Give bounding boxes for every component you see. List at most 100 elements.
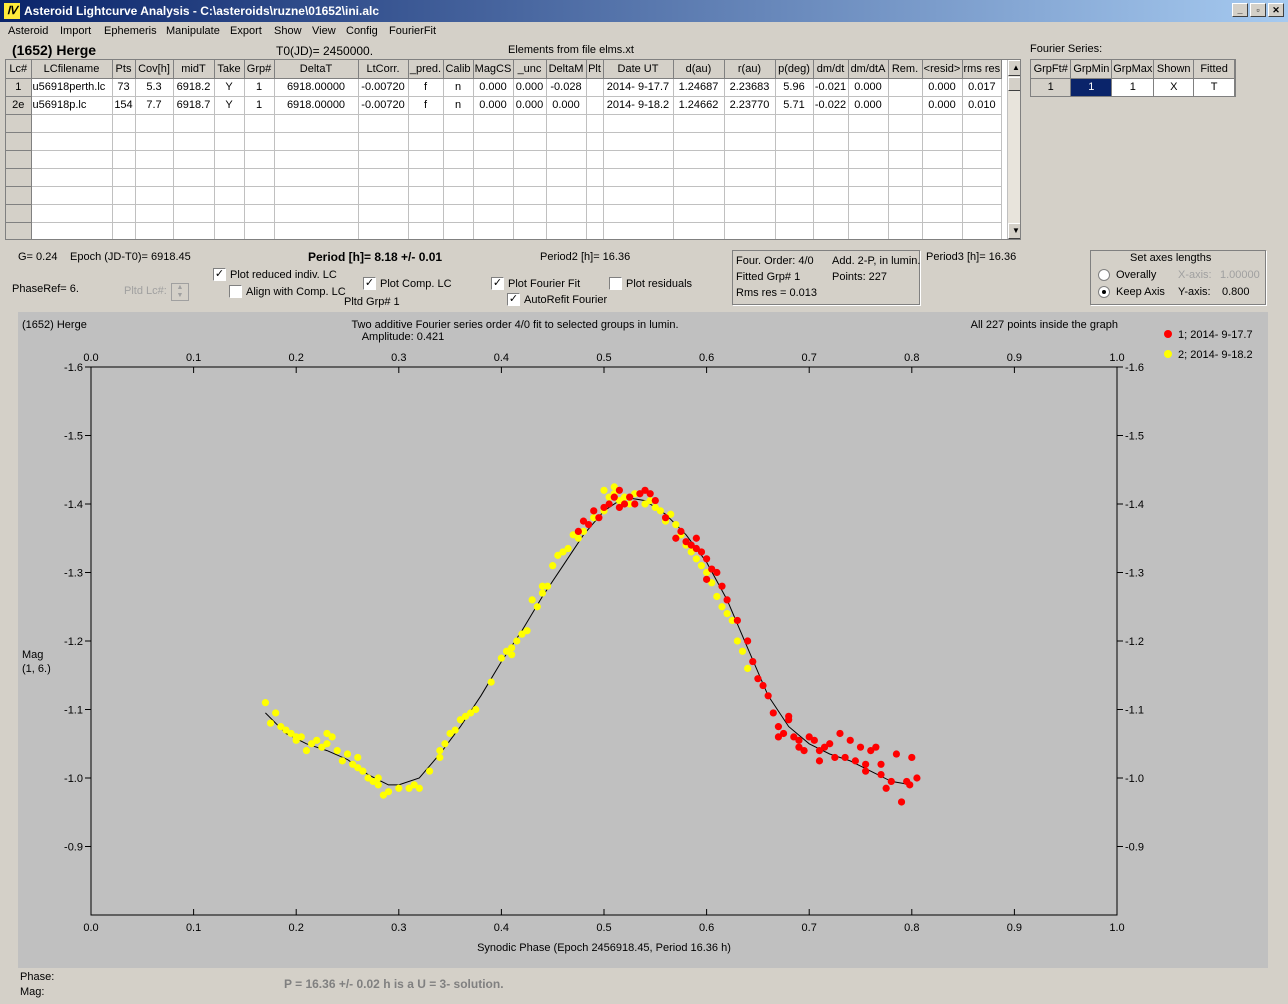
table-cell[interactable] xyxy=(673,114,725,133)
scroll-up-arrow-icon[interactable]: ▲ xyxy=(1008,60,1020,76)
table-cell[interactable] xyxy=(546,186,587,205)
table-cell[interactable] xyxy=(848,186,889,205)
row-header-cell[interactable]: 2e xyxy=(6,96,32,115)
fourier-col-header[interactable]: Fitted xyxy=(1193,60,1235,79)
table-cell[interactable] xyxy=(244,168,275,187)
table-cell[interactable]: 6918.00000 xyxy=(274,96,359,115)
table-cell[interactable] xyxy=(546,150,587,169)
table-cell[interactable] xyxy=(513,150,547,169)
table-cell[interactable] xyxy=(603,114,674,133)
table-cell[interactable] xyxy=(443,168,474,187)
table-cell[interactable] xyxy=(31,186,113,205)
table-cell[interactable] xyxy=(358,168,409,187)
table-cell[interactable] xyxy=(888,186,923,205)
table-cell[interactable] xyxy=(358,132,409,151)
table-cell[interactable] xyxy=(443,114,474,133)
fourier-col-header[interactable]: GrpMin xyxy=(1070,60,1113,79)
table-cell[interactable]: Y xyxy=(214,96,245,115)
table-cell[interactable] xyxy=(473,204,514,223)
table-cell[interactable]: -0.021 xyxy=(813,78,849,97)
table-cell[interactable] xyxy=(922,114,963,133)
table-cell[interactable]: 1.24662 xyxy=(673,96,725,115)
table-cell[interactable] xyxy=(922,222,963,239)
table-scrollbar[interactable]: ▲ ▼ xyxy=(1007,60,1020,239)
menu-view[interactable]: View xyxy=(312,25,336,37)
table-cell[interactable] xyxy=(112,114,136,133)
table-cell[interactable] xyxy=(135,150,174,169)
pltd-lc-spinner[interactable]: ▲ ▼ xyxy=(171,283,189,301)
table-cell[interactable] xyxy=(408,186,444,205)
table-col-header[interactable]: Plt xyxy=(586,60,604,79)
menu-show[interactable]: Show xyxy=(274,25,302,37)
table-col-header[interactable]: Take xyxy=(214,60,245,79)
table-cell[interactable]: 0.000 xyxy=(513,78,547,97)
fourier-cell[interactable]: T xyxy=(1193,78,1235,97)
table-cell[interactable] xyxy=(173,132,215,151)
table-cell[interactable] xyxy=(586,114,604,133)
table-cell[interactable] xyxy=(274,114,359,133)
table-cell[interactable] xyxy=(173,114,215,133)
table-cell[interactable] xyxy=(888,168,923,187)
table-col-header[interactable]: rms res xyxy=(962,60,1003,79)
fourier-col-header[interactable]: GrpFt# xyxy=(1031,60,1072,79)
table-cell[interactable]: 7.7 xyxy=(135,96,174,115)
overally-radio[interactable] xyxy=(1098,269,1110,281)
table-cell[interactable] xyxy=(214,150,245,169)
table-cell[interactable] xyxy=(673,186,725,205)
maximize-button[interactable]: ▫ xyxy=(1250,3,1266,17)
table-col-header[interactable]: MagCS xyxy=(473,60,514,79)
table-cell[interactable] xyxy=(274,204,359,223)
table-cell[interactable] xyxy=(673,168,725,187)
table-cell[interactable] xyxy=(962,114,1003,133)
table-cell[interactable] xyxy=(135,114,174,133)
table-cell[interactable] xyxy=(673,132,725,151)
table-cell[interactable] xyxy=(848,204,889,223)
menu-ephemeris[interactable]: Ephemeris xyxy=(104,25,157,37)
table-col-header[interactable]: <resid> xyxy=(922,60,963,79)
table-cell[interactable] xyxy=(546,132,587,151)
scroll-down-arrow-icon[interactable]: ▼ xyxy=(1008,223,1020,239)
table-col-header[interactable]: Rem. xyxy=(888,60,923,79)
table-cell[interactable] xyxy=(848,150,889,169)
table-cell[interactable] xyxy=(173,150,215,169)
table-cell[interactable] xyxy=(135,132,174,151)
table-col-header[interactable]: p(deg) xyxy=(775,60,814,79)
row-header-cell[interactable] xyxy=(6,114,32,133)
table-cell[interactable] xyxy=(848,132,889,151)
table-cell[interactable] xyxy=(586,150,604,169)
table-cell[interactable]: Y xyxy=(214,78,245,97)
table-cell[interactable]: 6918.00000 xyxy=(274,78,359,97)
table-cell[interactable] xyxy=(603,222,674,239)
table-cell[interactable] xyxy=(724,186,776,205)
fourier-cell-selected[interactable]: 1 xyxy=(1070,78,1113,97)
table-cell[interactable] xyxy=(244,222,275,239)
table-cell[interactable] xyxy=(724,114,776,133)
table-cell[interactable] xyxy=(244,114,275,133)
table-cell[interactable]: 5.3 xyxy=(135,78,174,97)
table-cell[interactable] xyxy=(244,186,275,205)
table-cell[interactable] xyxy=(922,204,963,223)
table-cell[interactable] xyxy=(173,222,215,239)
table-cell[interactable] xyxy=(173,186,215,205)
table-cell[interactable]: 2.23683 xyxy=(724,78,776,97)
table-cell[interactable] xyxy=(473,186,514,205)
table-cell[interactable] xyxy=(274,222,359,239)
table-row[interactable] xyxy=(6,150,1003,169)
table-cell[interactable] xyxy=(408,222,444,239)
table-cell[interactable] xyxy=(513,132,547,151)
row-header-cell[interactable] xyxy=(6,204,32,223)
table-cell[interactable]: 2.23770 xyxy=(724,96,776,115)
table-col-header[interactable]: Date UT xyxy=(603,60,674,79)
table-cell[interactable]: n xyxy=(443,96,474,115)
table-cell[interactable] xyxy=(603,150,674,169)
table-cell[interactable] xyxy=(274,150,359,169)
table-cell[interactable]: 0.000 xyxy=(513,96,547,115)
table-cell[interactable] xyxy=(214,222,245,239)
table-col-header[interactable]: _unc xyxy=(513,60,547,79)
table-cell[interactable] xyxy=(513,222,547,239)
table-cell[interactable] xyxy=(173,168,215,187)
table-col-header[interactable]: dm/dtA xyxy=(848,60,889,79)
menu-fourierfit[interactable]: FourierFit xyxy=(389,25,437,37)
table-cell[interactable] xyxy=(586,204,604,223)
table-cell[interactable]: 0.000 xyxy=(848,78,889,97)
